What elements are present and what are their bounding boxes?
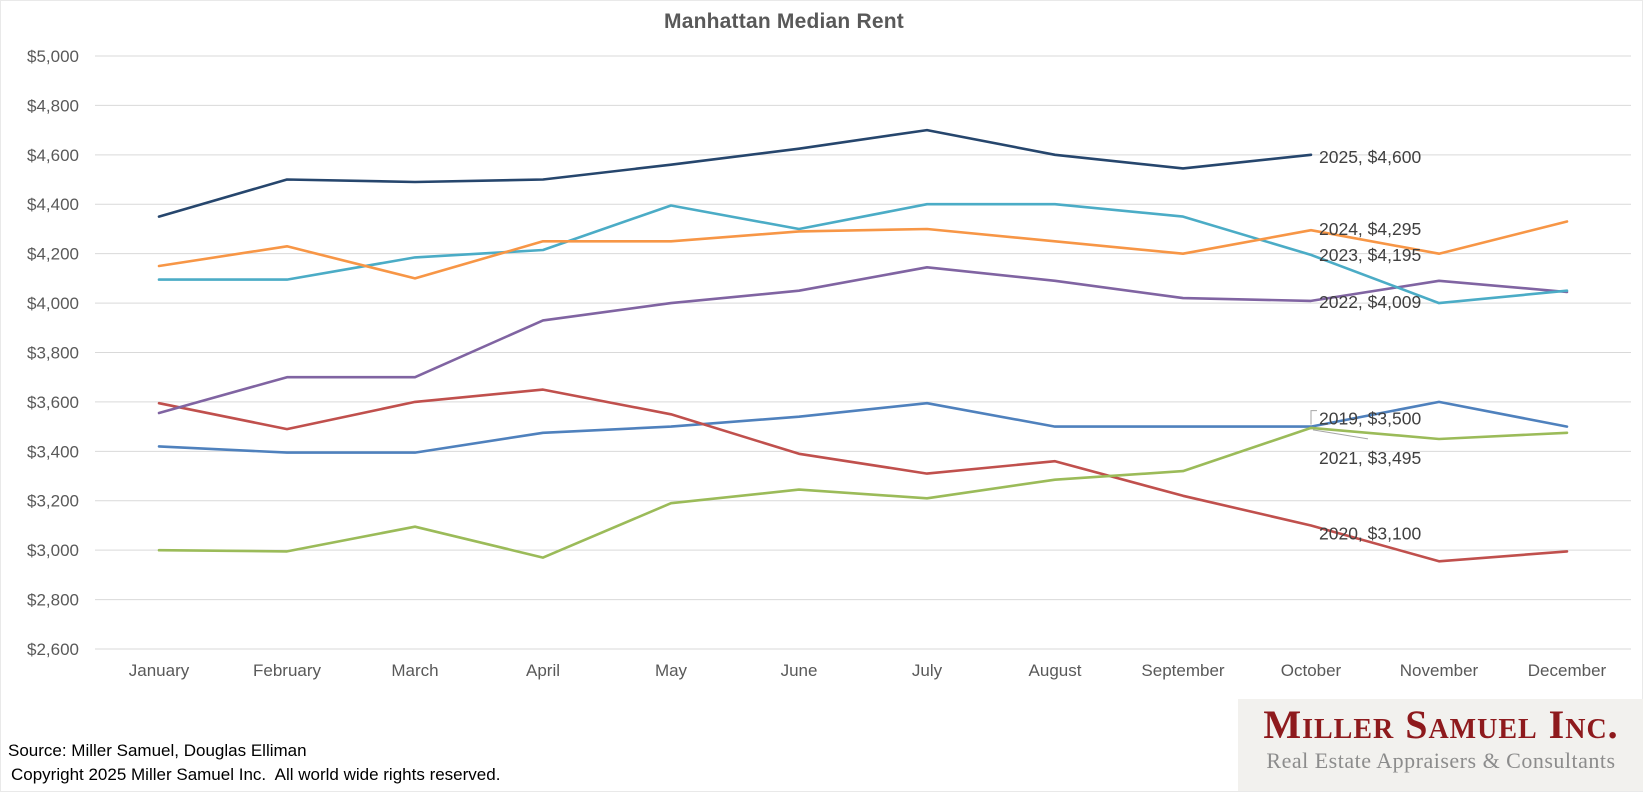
rent-line-chart: $2,600 $2,800 $3,000 $3,200 $3,400 $3,600 $3,8… (27, 47, 1631, 680)
y-tick-label: $4,400 (27, 195, 79, 214)
point-label-2024: 2024, $4,295 (1319, 219, 1421, 239)
point-label-2021: 2021, $3,495 (1319, 448, 1421, 468)
x-tick-label: July (912, 661, 943, 680)
series-line-2022 (157, 265, 1569, 415)
y-tick-label: $4,200 (27, 245, 79, 264)
logo-company-name: Miller Samuel Inc. (1263, 702, 1619, 747)
point-label-2019: 2019, $3,500 (1319, 409, 1421, 429)
label-leader-line (1310, 410, 1317, 425)
y-tick-label: $4,600 (27, 146, 79, 165)
y-tick-label: $3,800 (27, 343, 79, 362)
y-tick-label: $3,600 (27, 393, 79, 412)
series-line-2024 (157, 220, 1569, 280)
y-tick-label: $2,800 (27, 591, 79, 610)
x-tick-label: June (781, 661, 818, 680)
y-tick-label: $3,000 (27, 541, 79, 560)
point-label-2025: 2025, $4,600 (1319, 147, 1421, 167)
label-leader-line (1312, 429, 1369, 440)
x-tick-label: March (391, 661, 438, 680)
copyright-note: Copyright 2025 Miller Samuel Inc. All wo… (11, 765, 501, 784)
logo-tagline: Real Estate Appraisers & Consultants (1266, 748, 1616, 773)
y-tick-label: $3,200 (27, 492, 79, 511)
y-tick-label: $4,800 (27, 96, 79, 115)
source-note: Source: Miller Samuel, Douglas Elliman (8, 741, 307, 760)
series-line-2021 (157, 426, 1569, 559)
x-tick-label: January (129, 661, 190, 680)
point-label-2020: 2020, $3,100 (1319, 523, 1421, 543)
point-label-2022: 2022, $4,009 (1319, 292, 1421, 312)
x-tick-label: May (655, 661, 688, 680)
chart-title: Manhattan Median Rent (664, 10, 904, 33)
x-tick-label: August (1029, 661, 1082, 680)
x-tick-label: November (1400, 661, 1479, 680)
y-tick-label: $5,000 (27, 47, 79, 66)
x-tick-label: February (253, 661, 322, 680)
series-line-2025 (157, 128, 1313, 218)
y-tick-label: $2,600 (27, 640, 79, 659)
x-tick-label: April (526, 661, 560, 680)
series-line-2020 (157, 388, 1569, 563)
miller-samuel-logo: Miller Samuel Inc. Real Estate Appraiser… (1238, 699, 1643, 791)
x-tick-label: September (1141, 661, 1224, 680)
series-line-2023 (157, 202, 1569, 305)
series-line-2019 (157, 400, 1569, 454)
y-tick-label: $3,400 (27, 442, 79, 461)
x-tick-label: December (1528, 661, 1607, 680)
x-tick-label: October (1281, 661, 1342, 680)
point-label-2023: 2023, $4,195 (1319, 245, 1421, 265)
y-tick-label: $4,000 (27, 294, 79, 313)
